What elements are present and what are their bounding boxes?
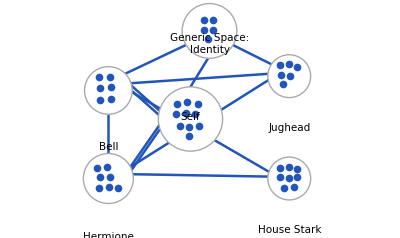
Circle shape	[268, 157, 311, 200]
Text: Hermione: Hermione	[83, 232, 134, 238]
Text: Generic Space:
Identity: Generic Space: Identity	[170, 33, 249, 55]
Circle shape	[83, 154, 133, 203]
Text: Bell: Bell	[99, 142, 118, 152]
Text: Jughead: Jughead	[268, 123, 310, 133]
Circle shape	[268, 55, 311, 98]
Text: Self: Self	[181, 112, 200, 122]
Circle shape	[182, 4, 237, 58]
Circle shape	[84, 67, 132, 114]
Circle shape	[158, 87, 223, 151]
Text: House Stark: House Stark	[258, 225, 321, 235]
